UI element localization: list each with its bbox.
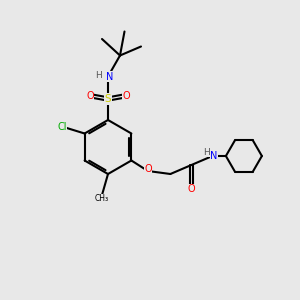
Text: H: H	[204, 148, 210, 157]
Text: Cl: Cl	[57, 122, 67, 133]
Text: O: O	[188, 184, 195, 194]
Text: N: N	[210, 151, 218, 161]
Text: S: S	[105, 94, 111, 104]
Text: N: N	[106, 71, 113, 82]
Text: H: H	[95, 70, 101, 80]
Text: O: O	[122, 91, 130, 101]
Text: CH₃: CH₃	[95, 194, 109, 203]
Text: O: O	[86, 91, 94, 101]
Text: O: O	[144, 164, 152, 175]
